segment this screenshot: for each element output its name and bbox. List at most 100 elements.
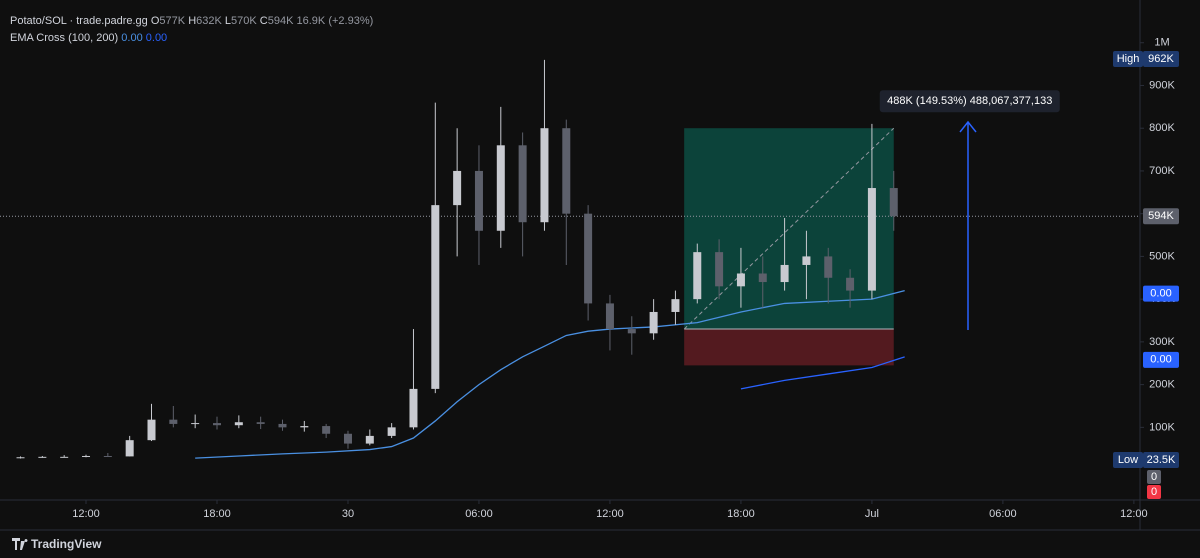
x-tick-label: Jul <box>865 508 879 520</box>
low-tag-label: Low <box>1118 454 1138 466</box>
position-label-box <box>879 90 1060 113</box>
candle-body <box>16 457 25 459</box>
candle-body <box>758 273 767 283</box>
candle-body <box>169 419 178 424</box>
candle-body <box>409 388 418 428</box>
brand-logo <box>12 538 28 550</box>
candle-body <box>496 145 505 231</box>
high-tag <box>1113 50 1143 67</box>
legend-change: 16.9K (+2.93%) <box>297 15 374 27</box>
y-tick-label: 900K <box>1149 79 1175 91</box>
brand-name: TradingView <box>31 537 102 551</box>
indicator-value: 0.00 <box>146 32 167 44</box>
legend-title: Potato/SOL · trade.padre.gg <box>10 15 148 27</box>
indicator-line: EMA Cross (100, 200) 0.00 0.00 <box>10 32 167 44</box>
candle-body <box>431 205 440 389</box>
candle-body <box>82 455 91 457</box>
candle-body <box>693 252 702 300</box>
last-badge <box>1143 208 1179 225</box>
ema-badge-label: 0.00 <box>1150 288 1171 300</box>
legend-key: L <box>225 15 231 27</box>
legend-key: H <box>188 15 196 27</box>
candle-body <box>627 329 636 334</box>
candle-body <box>60 456 69 458</box>
candle-body <box>38 456 47 458</box>
y-tick-label: 1M <box>1154 37 1169 49</box>
candle-body <box>605 303 614 330</box>
candle-body <box>649 311 658 334</box>
high-tag-label: High <box>1117 53 1140 65</box>
volume-badge-label: 0 <box>1151 471 1157 483</box>
candle-body <box>147 419 156 441</box>
candle-body <box>278 423 287 428</box>
volume-badge <box>1147 470 1161 484</box>
candle-body <box>736 273 745 287</box>
x-tick-label: 30 <box>342 508 354 520</box>
ema-badge-label: 0.00 <box>1150 354 1171 366</box>
x-tick-label: 12:00 <box>72 508 100 520</box>
candle-body <box>234 422 243 426</box>
candle-body <box>103 455 112 457</box>
ema-badge <box>1143 351 1179 368</box>
candle-body <box>802 256 811 265</box>
y-tick-label: 800K <box>1149 122 1175 134</box>
candle-body <box>212 423 221 426</box>
measure-arrow-head <box>959 120 977 133</box>
legend-key: C <box>260 15 268 27</box>
indicator-name: EMA Cross (100, 200) <box>10 32 118 44</box>
candle-body <box>867 188 876 291</box>
candle-body <box>256 422 265 424</box>
low-tag <box>1113 452 1143 469</box>
y-tick-label: 700K <box>1149 165 1175 177</box>
x-tick-label: 06:00 <box>465 508 493 520</box>
candle-body <box>453 170 462 206</box>
candle-body <box>562 128 571 214</box>
volume-badge <box>1147 485 1161 499</box>
ema-line <box>740 356 905 390</box>
x-tick-label: 12:00 <box>1120 508 1148 520</box>
candle-body <box>300 426 309 428</box>
candle-body <box>343 433 352 444</box>
ema-line <box>195 289 905 459</box>
candle-body <box>365 435 374 444</box>
candle-body <box>474 170 483 231</box>
legend-value: 632K <box>196 15 222 27</box>
candle-body <box>584 213 593 304</box>
brand: TradingView <box>12 537 102 551</box>
candle-body <box>387 427 396 436</box>
candle-body <box>671 299 680 312</box>
volume-badge-label: 0 <box>1151 486 1157 498</box>
y-tick-label: 100K <box>1149 421 1175 433</box>
y-tick-label: 200K <box>1149 379 1175 391</box>
position-diagonal <box>683 127 895 330</box>
y-tick-label: 500K <box>1149 250 1175 262</box>
legend-value: 594K <box>268 15 294 27</box>
last-badge-label: 594K <box>1148 210 1174 222</box>
indicator-value: 0.00 <box>121 32 142 44</box>
candle-body <box>518 145 527 223</box>
x-tick-label: 12:00 <box>596 508 624 520</box>
ema-badge <box>1143 285 1179 302</box>
x-tick-label: 18:00 <box>203 508 231 520</box>
y-tick-label: 300K <box>1149 336 1175 348</box>
x-tick-label: 18:00 <box>727 508 755 520</box>
legend-key: O <box>151 15 160 27</box>
x-tick-label: 06:00 <box>989 508 1017 520</box>
candle-body <box>824 256 833 278</box>
high-badge-label: 962K <box>1148 53 1174 65</box>
position-label: 488K (149.53%) 488,067,377,133 <box>887 95 1052 107</box>
position-loss-zone <box>684 329 894 366</box>
low-badge-label: 23.5K <box>1147 454 1176 466</box>
candle-body <box>889 188 898 217</box>
legend-value: 570K <box>231 15 257 27</box>
candle-body <box>846 277 855 291</box>
high-badge <box>1143 50 1179 67</box>
candle-body <box>780 264 789 283</box>
legend-value: 577K <box>159 15 185 27</box>
candle-body <box>322 426 331 434</box>
plot-area <box>0 59 1140 459</box>
candle-body <box>125 440 134 457</box>
candle-body <box>540 128 549 223</box>
